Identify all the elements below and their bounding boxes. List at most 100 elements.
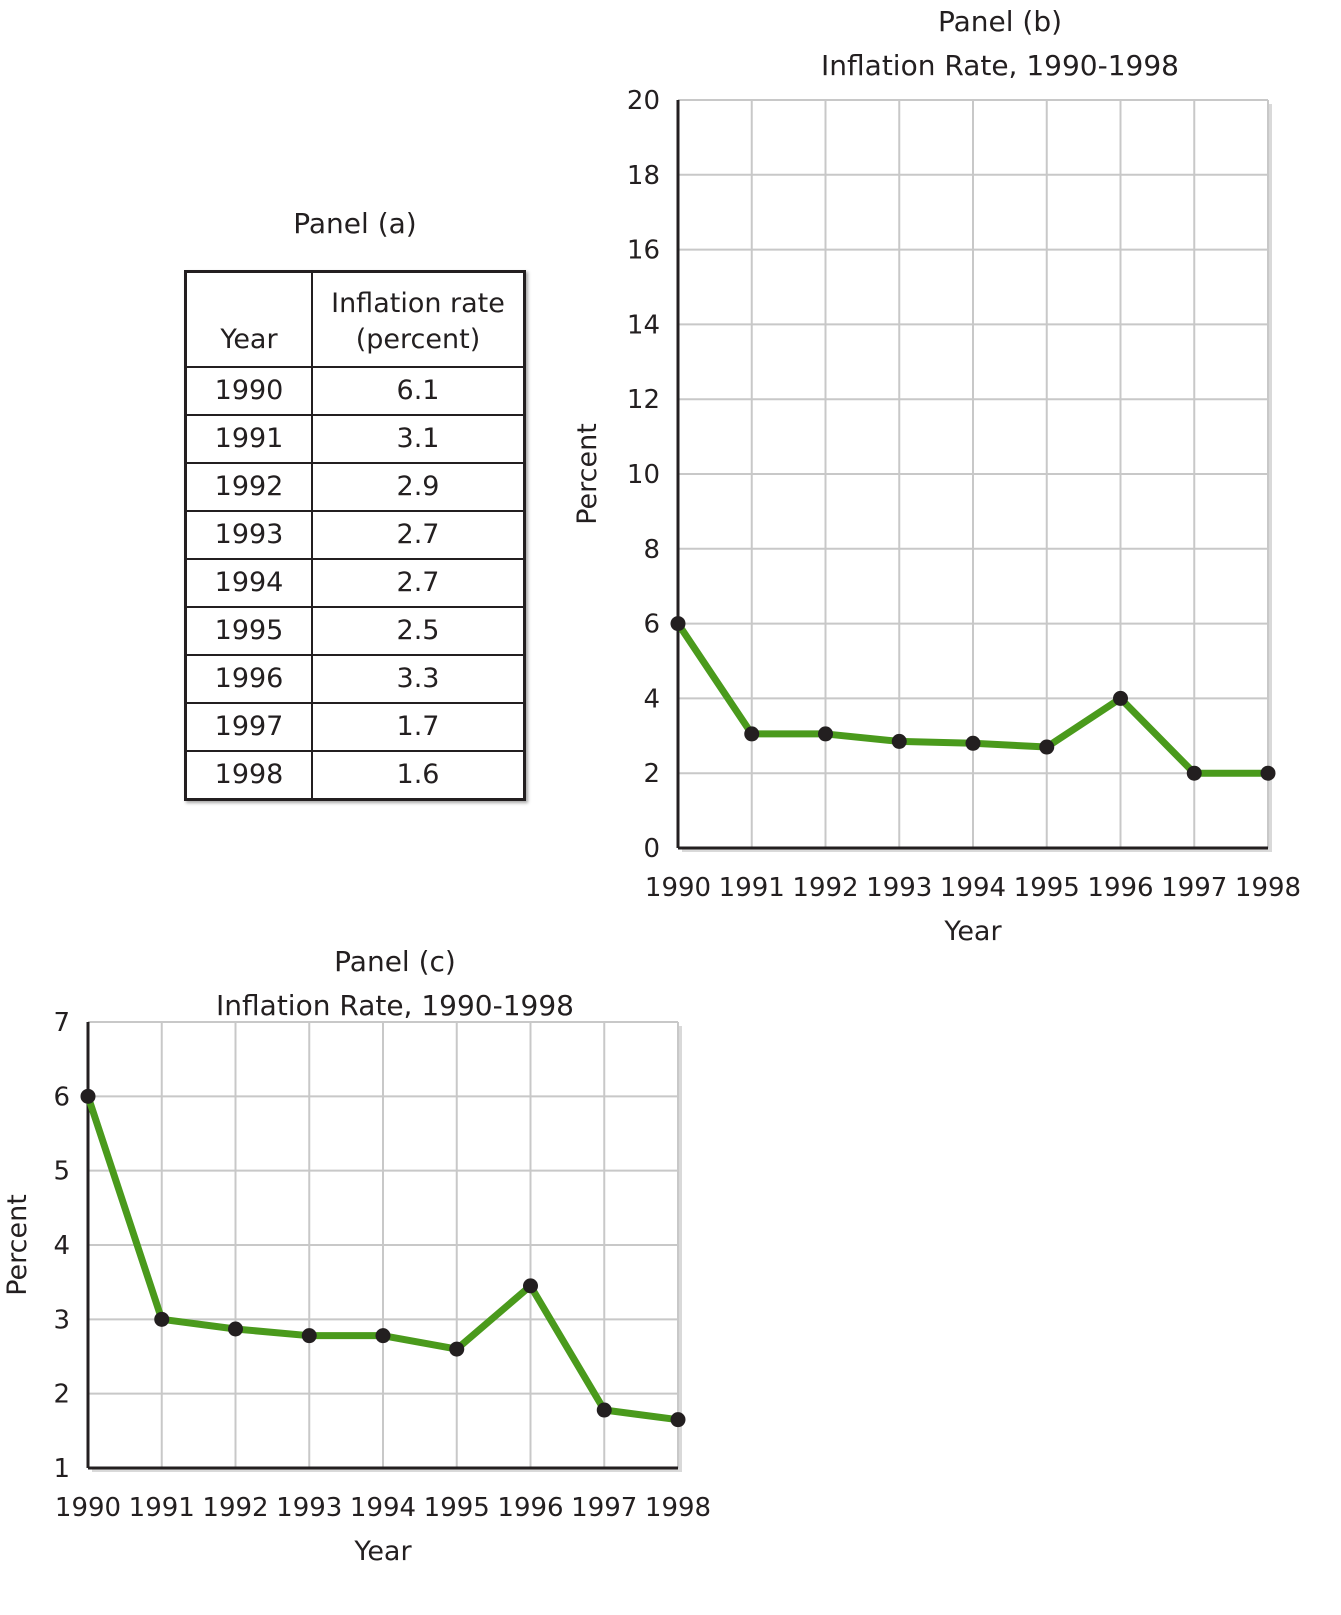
header-year: Year — [185, 271, 313, 368]
x-tick-label: 1995 — [424, 1493, 490, 1523]
x-tick-label: 1991 — [129, 1493, 195, 1523]
y-tick-label: 4 — [643, 684, 660, 714]
y-tick-label: 3 — [53, 1305, 70, 1335]
data-point — [154, 1311, 170, 1327]
x-tick-label: 1998 — [1235, 873, 1301, 903]
table-row: 1992 2.9 — [185, 462, 525, 512]
header-inflation-rate: Inflation rate (percent) — [312, 271, 525, 368]
cell-year: 1993 — [185, 510, 313, 560]
y-tick-label: 12 — [627, 385, 660, 415]
data-point — [1039, 739, 1055, 755]
chart-c-titles: Panel (c) Inflation Rate, 1990-1998 — [90, 940, 700, 1028]
y-tick-label: 14 — [627, 310, 660, 340]
x-tick-label: 1993 — [276, 1493, 342, 1523]
header-rate-line2: (percent) — [355, 323, 481, 355]
cell-year: 1995 — [185, 606, 313, 656]
cell-year: 1996 — [185, 654, 313, 704]
chart-b-titles: Panel (b) Inflation Rate, 1990-1998 — [700, 0, 1300, 88]
cell-rate: 2.7 — [312, 558, 525, 608]
y-axis-label: Percent — [572, 423, 603, 525]
y-tick-label: 16 — [627, 236, 660, 266]
y-axis-label: Percent — [2, 1194, 33, 1296]
cell-rate: 1.7 — [312, 702, 525, 752]
cell-rate: 2.9 — [312, 462, 525, 512]
data-point — [670, 1412, 686, 1428]
x-tick-label: 1997 — [1161, 873, 1227, 903]
y-tick-label: 0 — [643, 834, 660, 864]
y-tick-label: 4 — [53, 1231, 70, 1261]
x-tick-label: 1993 — [866, 873, 932, 903]
cell-rate: 2.5 — [312, 606, 525, 656]
x-tick-label: 1994 — [350, 1493, 416, 1523]
x-tick-label: 1990 — [645, 873, 711, 903]
cell-rate: 2.7 — [312, 510, 525, 560]
data-point — [744, 726, 760, 742]
data-point — [965, 735, 981, 751]
chart-b: 0 2 4 6 8 10 12 14 16 18 20 1990 1991 1992 1993 1994 199… — [572, 86, 1301, 947]
y-tick-label: 8 — [643, 535, 660, 565]
x-tick-label: 1996 — [497, 1493, 563, 1523]
x-tick-label: 1998 — [645, 1493, 711, 1523]
cell-year: 1991 — [185, 414, 313, 464]
header-rate-line1: Inflation rate — [331, 287, 505, 319]
data-point — [1113, 690, 1128, 706]
data-point — [80, 1088, 96, 1104]
table-row: 1990 6.1 — [185, 366, 525, 416]
x-tick-label: 1994 — [940, 873, 1006, 903]
data-point — [375, 1328, 391, 1344]
chart-c-title: Panel (c) — [334, 945, 456, 978]
x-tick-label: 1997 — [571, 1493, 637, 1523]
y-tick-label: 6 — [643, 610, 660, 640]
table-row: 1993 2.7 — [185, 510, 525, 560]
data-point — [596, 1402, 612, 1418]
y-tick-label: 10 — [627, 460, 660, 490]
data-point — [228, 1321, 243, 1337]
chart-c-subtitle: Inflation Rate, 1990-1998 — [216, 989, 574, 1022]
x-axis-label: Year — [943, 916, 1002, 947]
chart-b-subtitle: Inflation Rate, 1990-1998 — [821, 49, 1179, 82]
cell-year: 1997 — [185, 702, 313, 752]
cell-year: 1990 — [185, 366, 313, 416]
table-row: 1995 2.5 — [185, 606, 525, 656]
table-row: 1998 1.6 — [185, 750, 525, 799]
y-tick-label: 2 — [643, 759, 660, 789]
inflation-table: Year Inflation rate (percent) 1990 6.1 199… — [184, 270, 526, 801]
y-tick-label: 7 — [53, 1008, 70, 1038]
cell-rate: 3.3 — [312, 654, 525, 704]
x-tick-label: 1996 — [1087, 873, 1153, 903]
table-row: 1994 2.7 — [185, 558, 525, 608]
table-title: Panel (a) — [293, 207, 417, 240]
cell-year: 1992 — [185, 462, 313, 512]
x-tick-label: 1991 — [719, 873, 785, 903]
data-point — [301, 1328, 317, 1344]
data-point — [670, 616, 686, 632]
cell-rate: 6.1 — [312, 366, 525, 416]
data-point — [523, 1278, 538, 1294]
y-tick-label: 20 — [627, 86, 660, 116]
cell-rate: 1.6 — [396, 759, 440, 790]
table-row: 1996 3.3 — [185, 654, 525, 704]
y-tick-label: 18 — [627, 161, 660, 191]
x-tick-label: 1990 — [55, 1493, 121, 1523]
data-point — [1260, 765, 1276, 781]
data-point — [449, 1341, 465, 1357]
y-tick-label: 1 — [53, 1454, 70, 1484]
y-tick-label: 5 — [53, 1157, 70, 1187]
data-point — [818, 726, 833, 742]
table-header-row: Year Inflation rate (percent) — [185, 271, 525, 368]
cell-rate: 3.1 — [312, 414, 525, 464]
x-tick-label: 1995 — [1014, 873, 1080, 903]
cell-year: 1994 — [185, 558, 313, 608]
data-point — [891, 733, 907, 749]
y-tick-label: 2 — [53, 1380, 70, 1410]
x-axis-label: Year — [353, 1536, 412, 1567]
table-row: 1991 3.1 — [185, 414, 525, 464]
table-row: 1997 1.7 — [185, 702, 525, 752]
x-tick-label: 1992 — [792, 873, 858, 903]
x-tick-label: 1992 — [202, 1493, 268, 1523]
cell-year: 1998 — [185, 750, 313, 799]
table-body: 1990 6.1 1991 3.1 1992 2.9 1993 2.7 1994 2.7 1995 2… — [185, 366, 525, 799]
y-tick-label: 6 — [53, 1082, 70, 1112]
data-point — [1186, 765, 1202, 781]
